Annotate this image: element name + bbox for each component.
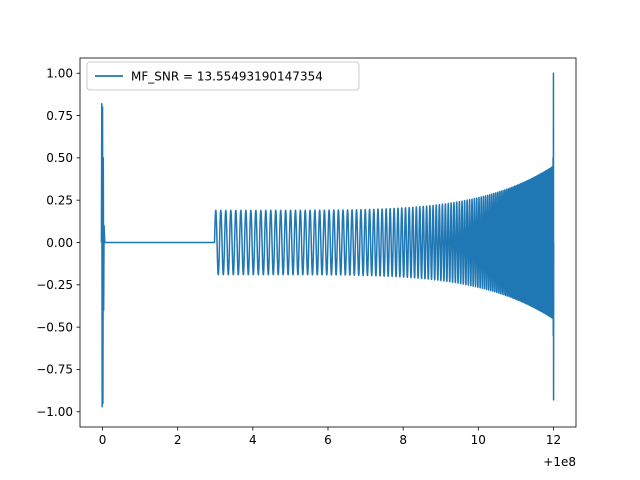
y-tick-label: 0.50 (46, 151, 73, 165)
x-tick-label: 2 (174, 433, 182, 447)
y-tick-label: 0.25 (46, 193, 73, 207)
x-tick-label: 6 (324, 433, 332, 447)
y-tick-label: 0.75 (46, 109, 73, 123)
series-layer (100, 72, 555, 408)
legend-box (86, 61, 360, 91)
legend: MF_SNR = 13.55493190147354 (86, 61, 360, 91)
x-tick-label: 12 (546, 433, 561, 447)
y-tick-label: −0.50 (36, 320, 73, 334)
legend-label: MF_SNR = 13.55493190147354 (131, 70, 323, 84)
x-tick-label: 0 (99, 433, 107, 447)
y-tick-label: −0.75 (36, 363, 73, 377)
axes-layer: 0 2 4 6 8 10 12 1.00 0.75 0.50 0.25 0.00 −0.25 −0.50 −… (36, 57, 577, 447)
x-tick-label: 4 (249, 433, 257, 447)
y-tick-label: 0.00 (46, 236, 73, 250)
y-tick-label: −0.25 (36, 278, 73, 292)
y-tick-label: 1.00 (46, 67, 73, 81)
y-tick-label: −1.00 (36, 405, 73, 419)
x-tick-label: 8 (399, 433, 407, 447)
series-line-mf-snr (100, 72, 555, 408)
x-offset-label: +1e8 (543, 455, 576, 469)
x-tick-label: 10 (471, 433, 486, 447)
